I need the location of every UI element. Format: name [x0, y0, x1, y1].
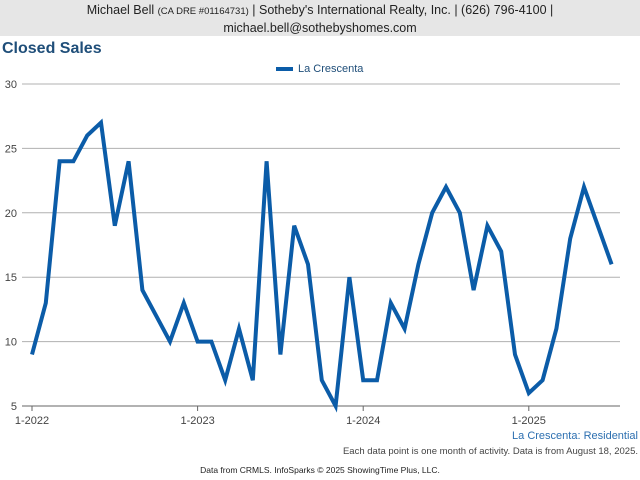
source-credit: Data from CRMLS. InfoSparks © 2025 Showi… [200, 465, 440, 475]
y-tick-label: 5 [11, 401, 17, 413]
x-tick-label: 1-2022 [15, 415, 49, 427]
x-tick-label: 1-2023 [180, 415, 214, 427]
agent-contact-line: Michael Bell (CA DRE #01164731) | Sotheb… [0, 2, 640, 20]
y-tick-label: 25 [5, 143, 17, 155]
chart-legend: La Crescenta [276, 63, 363, 75]
x-tick-label: 1-2025 [512, 415, 546, 427]
y-tick-label: 10 [5, 337, 17, 349]
chart-title: Closed Sales [2, 40, 102, 57]
agent-header: Michael Bell (CA DRE #01164731) | Sotheb… [0, 0, 640, 36]
legend-swatch [276, 67, 293, 71]
agent-dre: (CA DRE #01164731) [157, 6, 249, 17]
y-tick-label: 30 [5, 79, 17, 91]
agent-company: | Sotheby's International Realty, Inc. |… [252, 3, 554, 17]
data-note: Each data point is one month of activity… [342, 446, 638, 457]
x-tick-label: 1-2024 [346, 415, 380, 427]
legend-label: La Crescenta [298, 63, 364, 75]
agent-email: michael.bell@sothebyshomes.com [223, 21, 417, 35]
region-label: La Crescenta: Residential [512, 430, 638, 442]
y-tick-label: 20 [5, 208, 17, 220]
series-line [30, 118, 614, 413]
y-tick-label: 15 [5, 272, 17, 284]
agent-name: Michael Bell [86, 3, 155, 17]
